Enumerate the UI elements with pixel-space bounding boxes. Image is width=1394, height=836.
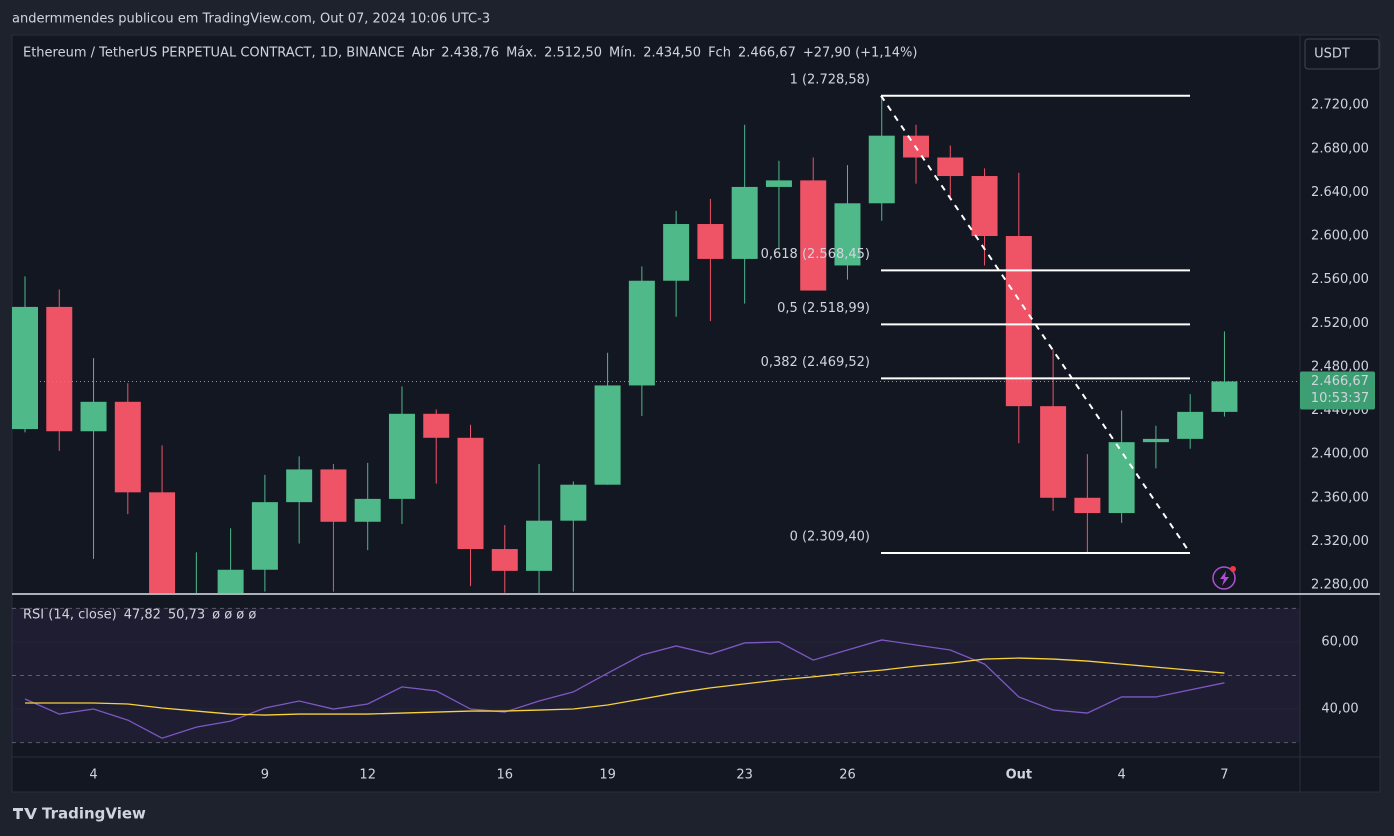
- y-tick-label: 2.520,00: [1311, 316, 1369, 331]
- last-price-label: 2.466,67: [1311, 374, 1369, 389]
- candle-body: [217, 569, 244, 593]
- legend-text: Mín.: [609, 46, 636, 61]
- x-tick-label: 7: [1220, 768, 1228, 783]
- candle-body: [423, 413, 450, 438]
- candle-body: [731, 186, 758, 259]
- legend-text: Fch: [708, 46, 731, 61]
- legend-text: ø ø ø ø: [212, 608, 256, 623]
- legend-text: 2.466,67: [738, 46, 796, 61]
- x-tick-label: Out: [1006, 768, 1033, 783]
- fib-trend: [880, 95, 1191, 554]
- candle-body: [286, 469, 313, 503]
- price-pane: [12, 95, 1300, 593]
- candle-body: [834, 203, 861, 266]
- legend-text: Máx.: [506, 46, 537, 61]
- candle-body: [1142, 438, 1169, 443]
- candle-body: [1177, 411, 1204, 439]
- rsi-line: [25, 657, 1225, 716]
- legend-text: 47,82: [124, 608, 161, 623]
- alert-dot: [1230, 566, 1236, 572]
- candle-body: [560, 484, 587, 521]
- candle-body: [868, 135, 895, 204]
- legend-text: 2.434,50: [643, 46, 701, 61]
- candle-body: [457, 437, 484, 550]
- x-tick-label: 26: [839, 768, 856, 783]
- candle-body: [46, 306, 73, 432]
- legend-text: +27,90 (+1,14%): [803, 46, 918, 61]
- fib-label: 0,618 (2.568,45): [761, 247, 870, 262]
- brand: TradingView: [42, 805, 146, 823]
- candle-body: [1040, 406, 1067, 498]
- tv-logo: [13, 808, 37, 819]
- candle-body: [937, 157, 964, 177]
- x-tick-label: 19: [599, 768, 616, 783]
- y-tick-label: 60,00: [1321, 634, 1358, 649]
- chart-panel: [11, 34, 1381, 793]
- y-tick-label: 2.640,00: [1311, 185, 1369, 200]
- y-tick-label: 2.720,00: [1311, 98, 1369, 113]
- legend-text: 2.512,50: [544, 46, 602, 61]
- x-tick-label: 4: [89, 768, 97, 783]
- candle-body: [971, 176, 998, 237]
- x-tick-label: 12: [359, 768, 376, 783]
- legend-text: Abr: [412, 46, 435, 61]
- candle-body: [526, 520, 553, 571]
- candle-body: [1108, 442, 1135, 514]
- x-tick-label: 23: [736, 768, 753, 783]
- candle-body: [1074, 497, 1101, 514]
- legend-text: Ethereum / TetherUS PERPETUAL CONTRACT, …: [23, 46, 405, 61]
- candle-body: [594, 385, 621, 485]
- fib-label: 0,5 (2.518,99): [777, 301, 870, 316]
- fib-label: 0 (2.309,40): [790, 529, 870, 544]
- candle-body: [1211, 381, 1238, 412]
- alert-icon[interactable]: [1212, 566, 1236, 590]
- candle-body: [320, 469, 347, 522]
- candle-body: [80, 401, 107, 432]
- candle-body: [12, 306, 38, 430]
- candle-body: [114, 401, 141, 493]
- candle-body: [251, 502, 278, 570]
- x-tick-label: 9: [261, 768, 269, 783]
- currency-button[interactable]: [1304, 38, 1380, 70]
- x-tick-label: 4: [1117, 768, 1125, 783]
- countdown: 10:53:37: [1311, 391, 1369, 406]
- candle-body: [800, 180, 827, 291]
- y-tick-label: 40,00: [1321, 702, 1358, 717]
- y-tick-label: 2.560,00: [1311, 272, 1369, 287]
- y-tick-label: 2.600,00: [1311, 229, 1369, 244]
- y-tick-label: 2.280,00: [1311, 578, 1369, 593]
- candle-body: [697, 224, 724, 259]
- header: andermmendes publicou em TradingView.com…: [12, 12, 490, 27]
- candle-body: [354, 498, 381, 522]
- x-tick-label: 16: [497, 768, 514, 783]
- candle-body: [765, 180, 792, 187]
- candle-body: [388, 413, 415, 499]
- rsi-line: [24, 639, 1225, 739]
- currency: USDT: [1314, 47, 1350, 62]
- legend-text: RSI (14, close): [23, 608, 117, 623]
- candle-body: [491, 549, 518, 571]
- y-tick-label: 2.320,00: [1311, 534, 1369, 549]
- y-tick-label: 2.400,00: [1311, 447, 1369, 462]
- fib-label: 1 (2.728,58): [790, 72, 870, 87]
- legend-text: 50,73: [168, 608, 205, 623]
- overlay: 4 9 12 16 19 23 26 Out 4 7 2.280,00 2.320,00 2.360,0…: [23, 46, 1375, 783]
- alert-bolt: [1220, 571, 1229, 586]
- y-tick-label: 2.480,00: [1311, 359, 1369, 374]
- legend-text: 2.438,76: [441, 46, 499, 61]
- candle-body: [1005, 236, 1032, 407]
- candle-body: [628, 280, 655, 386]
- candle-body: [149, 492, 176, 593]
- fib-label: 0,382 (2.469,52): [761, 355, 870, 370]
- last-price-tag: [1300, 371, 1375, 410]
- y-tick-label: 2.360,00: [1311, 490, 1369, 505]
- y-tick-label: 2.680,00: [1311, 141, 1369, 156]
- rsi-pane: [12, 607, 1300, 744]
- candle-body: [663, 224, 690, 281]
